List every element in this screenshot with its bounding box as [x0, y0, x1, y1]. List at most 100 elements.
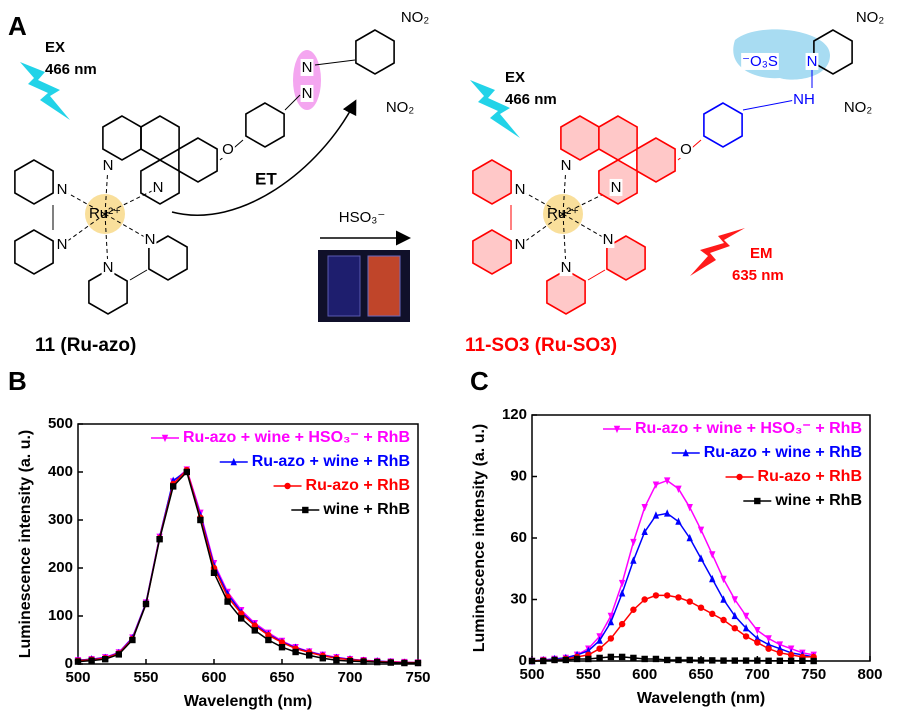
x-tick-label: 750: [801, 666, 826, 683]
marker: [788, 652, 794, 658]
y-tick-label: 100: [48, 607, 73, 624]
marker: [374, 659, 380, 665]
atom-label: NO₂: [386, 99, 415, 116]
x-tick-label: 700: [745, 666, 770, 683]
series-line: [78, 470, 418, 663]
x-tick-label: 550: [133, 669, 158, 686]
marker: [653, 656, 659, 662]
y-tick-label: 200: [48, 559, 73, 576]
excitation-bolt: [470, 80, 520, 138]
legend-label: Ru-azo + wine + RhB: [704, 444, 862, 461]
ring: [473, 230, 511, 274]
y-tick-label: 500: [48, 415, 73, 432]
y-axis-title: Luminescence intensity (a. u.): [471, 424, 488, 653]
marker: [252, 627, 258, 633]
vial: [368, 256, 400, 316]
panel-label: B: [8, 366, 27, 396]
ex-wavelength: 466 nm: [45, 61, 97, 78]
atom-label: N: [103, 259, 114, 276]
atom-label: N: [807, 53, 818, 70]
marker: [765, 658, 771, 664]
ring: [179, 138, 217, 182]
marker: [574, 656, 580, 662]
marker: [279, 644, 285, 650]
marker: [641, 656, 647, 662]
marker: [675, 517, 681, 524]
reagent: HSO₃⁻: [339, 209, 386, 226]
marker: [608, 635, 614, 641]
bond: [743, 100, 795, 110]
marker: [551, 657, 557, 663]
marker: [687, 598, 693, 604]
marker: [698, 605, 704, 611]
y-tick-label: 60: [510, 529, 527, 546]
marker: [75, 658, 81, 664]
y-tick-label: 0: [519, 652, 527, 669]
marker: [777, 658, 783, 664]
series-line: [532, 595, 814, 661]
ring: [141, 116, 179, 160]
ring: [637, 138, 675, 182]
marker: [732, 625, 738, 631]
marker: [675, 594, 681, 600]
y-axis-title: Luminescence intensity (a. u.): [17, 430, 34, 659]
legend-label: Ru-azo + RhB: [306, 477, 410, 494]
atom-label: N: [515, 181, 526, 198]
ring: [704, 103, 742, 147]
marker: [284, 483, 290, 489]
marker: [709, 657, 715, 663]
marker: [143, 601, 149, 607]
marker: [653, 592, 659, 598]
marker: [743, 633, 749, 639]
y-tick-label: 400: [48, 463, 73, 480]
marker: [388, 659, 394, 665]
vial: [328, 256, 360, 316]
legend-label: wine + RhB: [774, 492, 862, 509]
marker: [347, 658, 353, 664]
bond: [130, 270, 147, 280]
marker: [540, 658, 546, 664]
marker: [641, 504, 647, 511]
marker: [184, 469, 190, 475]
marker: [664, 509, 670, 516]
bond: [588, 270, 605, 280]
marker: [754, 498, 760, 504]
atom-label: N: [57, 236, 68, 253]
em-label: EM: [750, 245, 773, 262]
ring: [246, 103, 284, 147]
ring: [15, 160, 53, 204]
marker: [720, 617, 726, 623]
marker: [320, 655, 326, 661]
ring: [103, 116, 141, 160]
marker: [619, 654, 625, 660]
atom-label: Ru²⁺: [547, 205, 579, 222]
ex-wavelength: 466 nm: [505, 91, 557, 108]
y-tick-label: 30: [510, 590, 527, 607]
marker: [129, 637, 135, 643]
marker: [810, 658, 816, 664]
marker: [777, 650, 783, 656]
marker: [529, 658, 535, 664]
compound-label: 11 (Ru-azo): [35, 335, 136, 356]
x-axis-title: Wavelength (nm): [184, 693, 312, 710]
x-tick-label: 800: [857, 666, 882, 683]
atom-label: NO₂: [844, 99, 873, 116]
et-label: ET: [255, 169, 277, 188]
ring: [599, 116, 637, 160]
marker: [641, 596, 647, 602]
x-tick-label: 600: [201, 669, 226, 686]
marker: [306, 652, 312, 658]
atom-label: NO₂: [401, 9, 430, 26]
et-arrow: [172, 102, 355, 215]
marker: [608, 654, 614, 660]
marker: [736, 474, 742, 480]
y-tick-label: 300: [48, 511, 73, 528]
x-tick-label: 650: [688, 666, 713, 683]
x-tick-label: 550: [576, 666, 601, 683]
marker: [720, 657, 726, 663]
marker: [238, 615, 244, 621]
marker: [698, 527, 704, 534]
bond: [315, 60, 355, 65]
ex-label: EX: [45, 39, 65, 56]
atom-label: NO₂: [856, 9, 885, 26]
